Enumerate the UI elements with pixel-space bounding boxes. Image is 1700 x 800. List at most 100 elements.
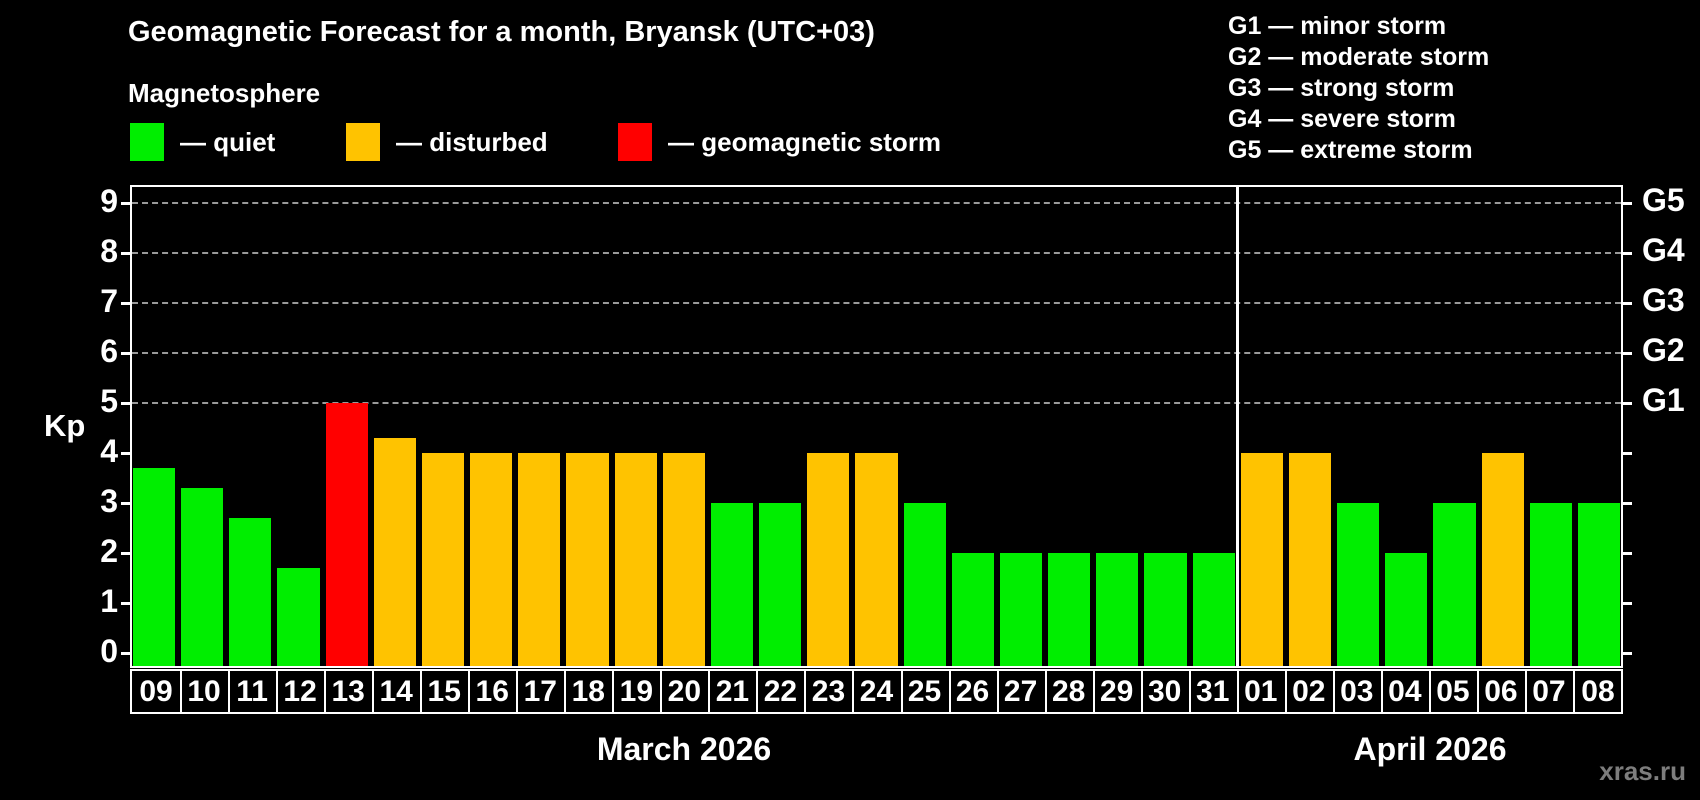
day-cell-30: 30 [1141,671,1191,712]
magnetosphere-subtitle: Magnetosphere [128,78,321,108]
storm-scale-g4: G4 — severe storm [1228,105,1456,133]
kp-bar-day-25 [903,503,946,668]
day-cell-07: 07 [1525,671,1575,712]
legend-label-disturbed: — disturbed [396,126,548,157]
y-tick-right-3 [1623,501,1632,505]
y-tick-right-9 [1623,201,1632,205]
y-tick-right-6 [1623,351,1632,355]
storm-scale-g1: G1 — minor storm [1228,12,1447,40]
kp-bar-day-06 [1481,453,1524,668]
kp-bar-day-03 [1337,503,1380,668]
kp-bar-day-14 [373,438,416,668]
kp-bar-day-12 [277,568,320,668]
y-tick-label-0: 0 [100,633,118,669]
y-tick-left-2 [121,551,130,555]
kp-bar-day-13 [325,403,368,668]
y-tick-label-6: 6 [100,333,118,369]
kp-bar-day-23 [807,453,850,668]
kp-bar-day-30 [1144,553,1187,668]
y-tick-left-3 [121,501,130,505]
gridline-kp8 [132,252,1621,254]
kp-bar-day-28 [1048,553,1091,668]
kp-bar-day-19 [614,453,657,668]
gridline-kp7 [132,302,1621,304]
right-axis-label-g3: G3 [1642,282,1685,318]
day-cell-09: 09 [132,671,183,712]
gridline-kp5 [132,402,1621,404]
y-tick-right-7 [1623,301,1632,305]
right-axis-label-g4: G4 [1642,232,1685,268]
y-tick-label-5: 5 [100,383,118,419]
day-cell-19: 19 [612,671,663,712]
legend-label-storm: — geomagnetic storm [668,126,942,157]
day-cell-15: 15 [420,671,471,712]
day-cell-26: 26 [949,671,999,712]
day-cell-03: 03 [1333,671,1383,712]
day-cell-01: 01 [1237,671,1287,712]
y-tick-label-2: 2 [100,533,118,569]
y-tick-left-7 [121,301,130,305]
kp-bar-day-15 [421,453,465,668]
day-cell-05: 05 [1429,671,1479,712]
y-tick-label-1: 1 [100,583,118,619]
day-cell-18: 18 [564,671,615,712]
kp-bar-day-01 [1240,453,1283,668]
y-tick-left-1 [121,601,130,605]
day-cell-28: 28 [1045,671,1095,712]
kp-bar-day-09 [133,468,176,668]
day-cell-08: 08 [1581,674,1615,708]
day-cell-29: 29 [1093,671,1143,712]
day-cell-06: 06 [1477,671,1527,712]
day-cell-12: 12 [276,671,327,712]
kp-bar-day-18 [566,453,609,668]
y-tick-left-5 [121,401,130,405]
kp-bar-day-08 [1577,503,1620,668]
y-axis-title-kp: Kp [44,408,86,443]
day-cell-25: 25 [901,671,951,712]
day-cell-02: 02 [1285,671,1335,712]
month-label-april: April 2026 [1353,731,1507,767]
y-tick-left-4 [121,451,130,455]
day-cell-21: 21 [708,671,759,712]
kp-bar-day-24 [855,453,898,668]
kp-bar-day-27 [999,553,1043,668]
y-tick-right-5 [1623,401,1632,405]
storm-color-swatch [618,123,652,161]
y-tick-left-9 [121,201,130,205]
day-cell-22: 22 [756,671,807,712]
kp-bar-day-29 [1096,553,1139,668]
y-tick-left-0 [121,651,130,655]
day-cell-11: 11 [228,671,279,712]
y-tick-right-1 [1623,601,1632,605]
month-separator-line [1236,187,1240,666]
storm-scale-legend: G1 — minor storm G2 — moderate storm G3 … [1228,11,1489,166]
day-cell-10: 10 [180,671,231,712]
gridline-kp6 [132,352,1621,354]
y-tick-right-2 [1623,551,1632,555]
kp-bar-day-10 [181,488,224,668]
day-cell-13: 13 [324,671,375,712]
kp-bar-chart: 0 1 2 3 4 5 6 7 8 9 G1 G2 G3 G4 G5 [100,182,1684,669]
y-tick-left-6 [121,351,130,355]
day-cell-23: 23 [804,671,855,712]
kp-bar-day-16 [470,453,513,668]
day-cell-31: 31 [1189,671,1239,712]
kp-bar-day-11 [229,518,272,668]
day-cell-17: 17 [516,671,567,712]
gridline-kp9 [132,202,1621,204]
kp-bar-day-26 [951,553,994,668]
xras-watermark: xras.ru [1599,756,1686,786]
legend-item-storm: — geomagnetic storm [618,121,941,163]
kp-bar-day-05 [1433,503,1476,668]
kp-bar-day-07 [1529,503,1572,668]
kp-bar-day-22 [759,503,802,668]
kp-bar-day-17 [518,453,561,668]
y-tick-right-8 [1623,251,1632,255]
day-cell-27: 27 [997,671,1047,712]
y-tick-label-9: 9 [100,183,118,219]
kp-bar-day-04 [1385,553,1428,668]
day-axis-strip: 09 10 11 12 13 14 15 16 17 18 19 20 21 22 23 24 25 26 27 28… [130,669,1623,714]
legend-label-quiet: — quiet [180,126,276,157]
y-tick-label-3: 3 [100,483,118,519]
